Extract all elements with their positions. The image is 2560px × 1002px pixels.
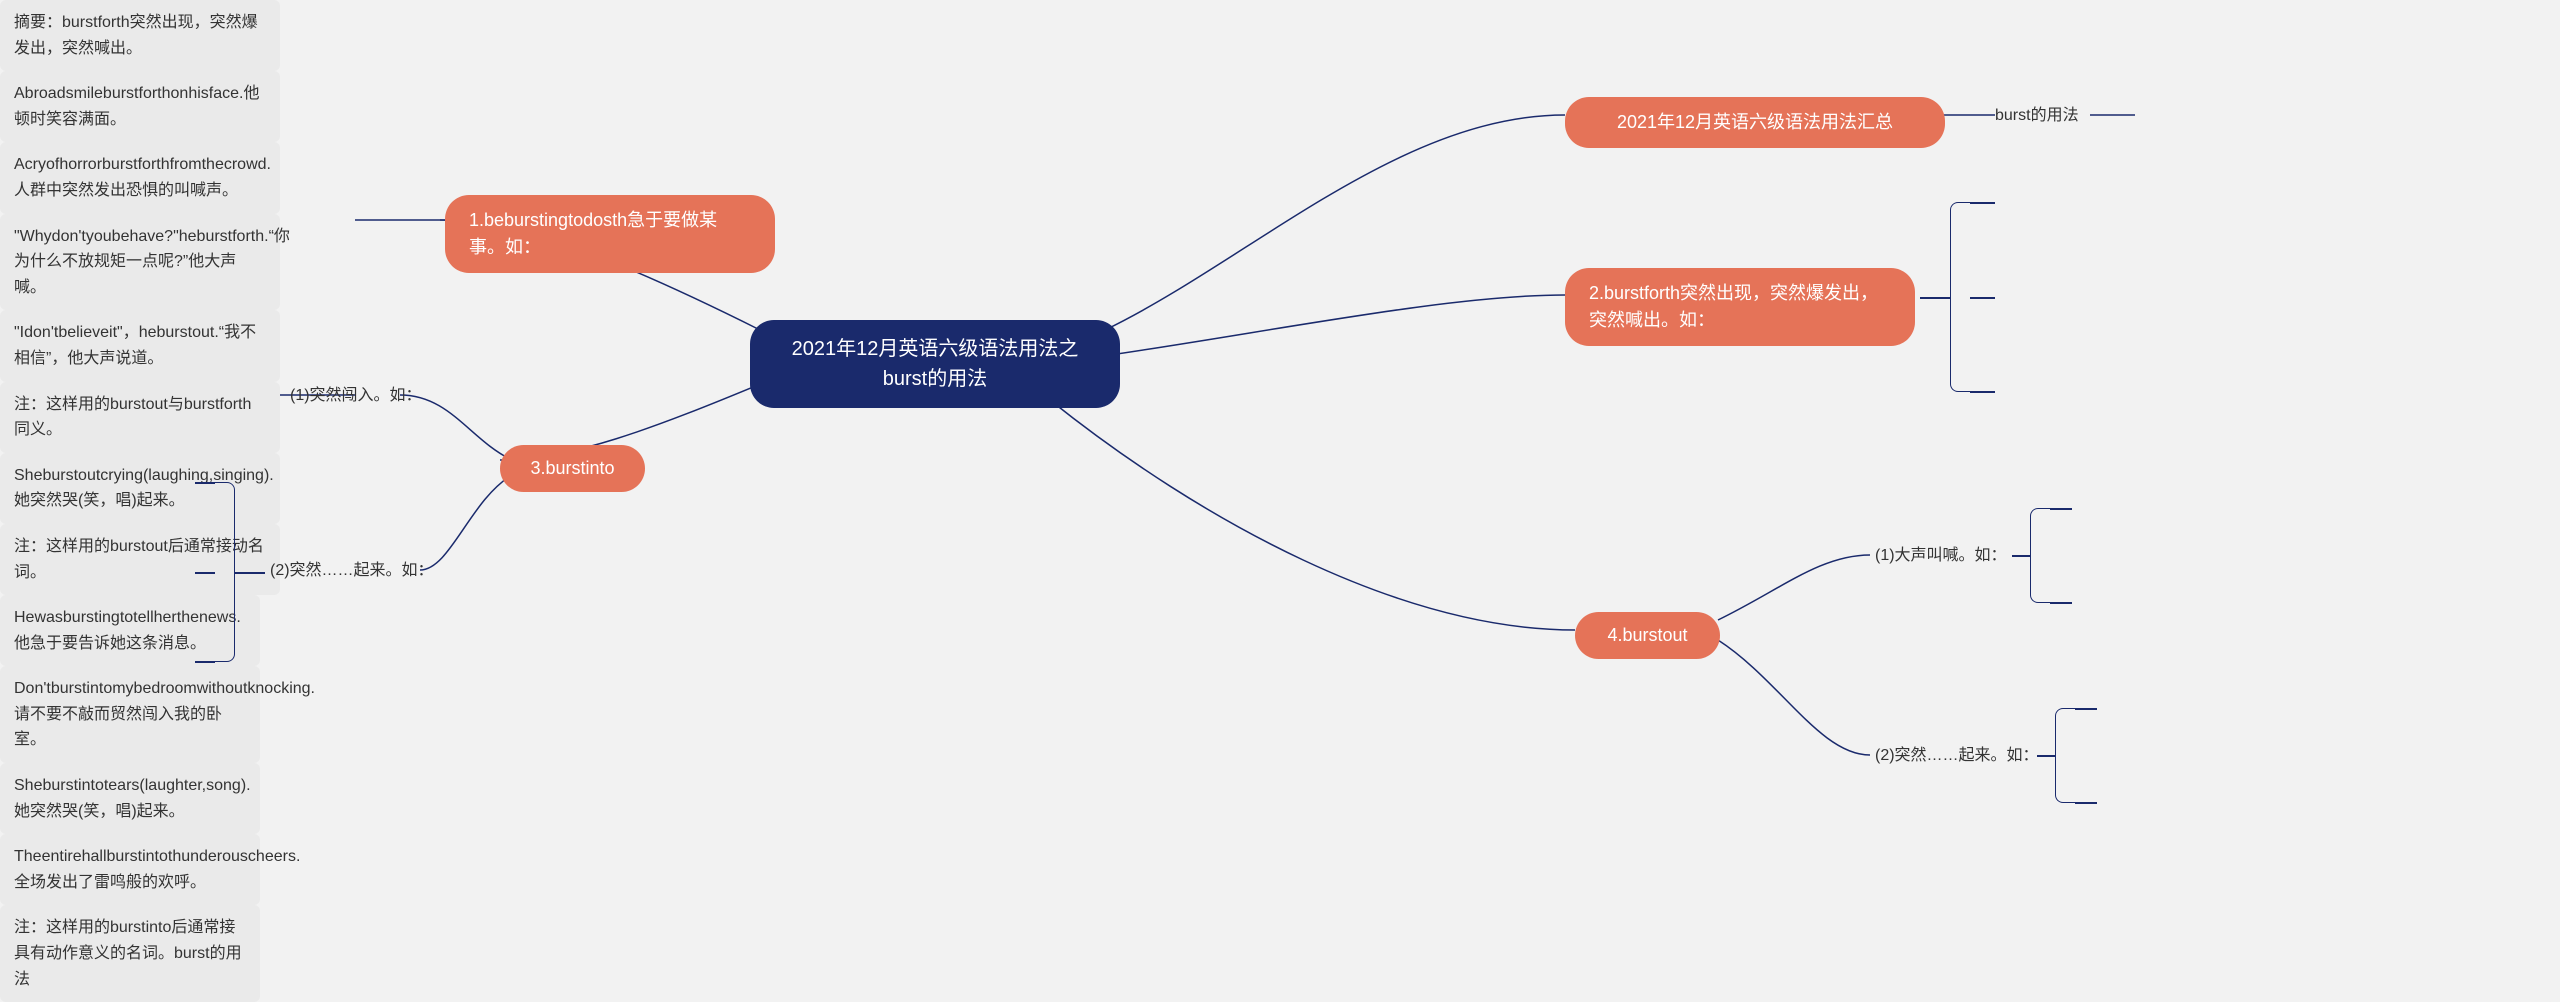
- b3s2-leaf-1: Theentirehallburstintothunderouscheers.全…: [0, 834, 260, 905]
- connector-svg: [0, 0, 2560, 905]
- summary-label: 2021年12月英语六级语法用法汇总: [1617, 112, 1893, 132]
- root-node: 2021年12月英语六级语法用法之burst的用法: [750, 320, 1120, 408]
- b2-bracket: [1950, 202, 1970, 392]
- branch-summary: 2021年12月英语六级语法用法汇总: [1565, 97, 1945, 148]
- b1-label: 1.beburstingtodosth急于要做某事。如：: [469, 210, 717, 257]
- b3-label: 3.burstinto: [530, 458, 614, 478]
- b4-label: 4.burstout: [1607, 625, 1687, 645]
- summary-leaf: 摘要：burstforth突然出现，突然爆发出，突然喊出。: [0, 0, 280, 71]
- b3-sub2: (2)突然……起来。如：: [270, 560, 434, 582]
- b2-label: 2.burstforth突然出现，突然爆发出，突然喊出。如：: [1589, 283, 1878, 330]
- b4s1-bracket: [2030, 508, 2050, 603]
- branch-1: 1.beburstingtodosth急于要做某事。如：: [445, 195, 775, 273]
- b3s1-leaf: Don'tburstintomybedroomwithoutknocking.请…: [0, 666, 260, 763]
- b4-sub2: (2)突然……起来。如：: [1875, 745, 2039, 767]
- b2-leaf-1: Acryofhorrorburstforthfromthecrowd.人群中突然…: [0, 142, 280, 213]
- b2-leaf-0: Abroadsmileburstforthonhisface.他顿时笑容满面。: [0, 71, 280, 142]
- b3s2-bracket: [215, 482, 235, 662]
- b4s2-leaf-0: Sheburstoutcrying(laughing,singing).她突然哭…: [0, 453, 280, 524]
- b3s2-leaf-0: Sheburstintotears(laughter,song).她突然哭(笑，…: [0, 763, 260, 834]
- summary-sub: burst的用法: [1995, 105, 2079, 127]
- b4s2-bracket: [2055, 708, 2075, 803]
- branch-4: 4.burstout: [1575, 612, 1720, 659]
- branch-2: 2.burstforth突然出现，突然爆发出，突然喊出。如：: [1565, 268, 1915, 346]
- b3s2-leaf-2: 注：这样用的burstinto后通常接具有动作意义的名词。burst的用法: [0, 905, 260, 1002]
- b4-sub1: (1)大声叫喊。如：: [1875, 545, 2007, 567]
- b4s1-leaf-0: "Idon'tbelieveit"，heburstout.“我不相信”，他大声说…: [0, 310, 280, 381]
- b2-leaf-2: "Whydon'tyoubehave?"heburstforth.“你为什么不放…: [0, 214, 280, 311]
- root-title: 2021年12月英语六级语法用法之burst的用法: [792, 338, 1079, 390]
- b4s1-leaf-1: 注：这样用的burstout与burstforth同义。: [0, 382, 280, 453]
- b3-sub1: (1)突然闯入。如：: [290, 385, 422, 407]
- b4s2-leaf-1: 注：这样用的burstout后通常接动名词。: [0, 524, 280, 595]
- branch-3: 3.burstinto: [500, 445, 645, 492]
